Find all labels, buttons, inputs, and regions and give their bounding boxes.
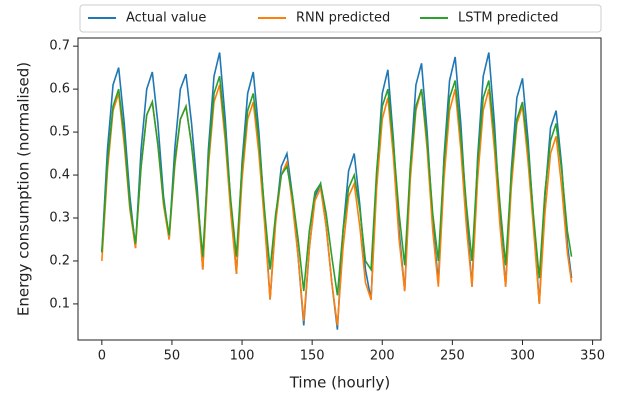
x-tick-label: 350 — [580, 349, 605, 364]
plot-frame — [77, 37, 602, 341]
y-tick-label: 0.6 — [49, 82, 70, 97]
x-tick-label: 200 — [370, 349, 395, 364]
x-tick-label: 150 — [300, 349, 325, 364]
y-tick-label: 0.2 — [49, 253, 70, 268]
x-axis-label: Time (hourly) — [289, 374, 391, 392]
y-tick-label: 0.1 — [49, 296, 70, 311]
y-axis-label: Energy consumption (normalised) — [15, 62, 33, 316]
x-tick-label: 100 — [230, 349, 255, 364]
y-tick-label: 0.7 — [49, 39, 70, 54]
series-line — [101, 75, 573, 296]
series-line — [101, 52, 573, 330]
y-tick-label: 0.3 — [49, 210, 70, 225]
y-tick-label: 0.5 — [49, 125, 70, 140]
x-tick-label: 0 — [98, 349, 106, 364]
legend-box — [79, 4, 602, 33]
legend-label: Actual value — [126, 11, 206, 26]
x-tick-label: 50 — [164, 349, 181, 364]
legend-label: RNN predicted — [296, 11, 390, 26]
y-tick-label: 0.4 — [49, 168, 70, 183]
x-tick-label: 250 — [440, 349, 465, 364]
legend-label: LSTM predicted — [458, 11, 558, 26]
x-tick-label: 300 — [510, 349, 535, 364]
